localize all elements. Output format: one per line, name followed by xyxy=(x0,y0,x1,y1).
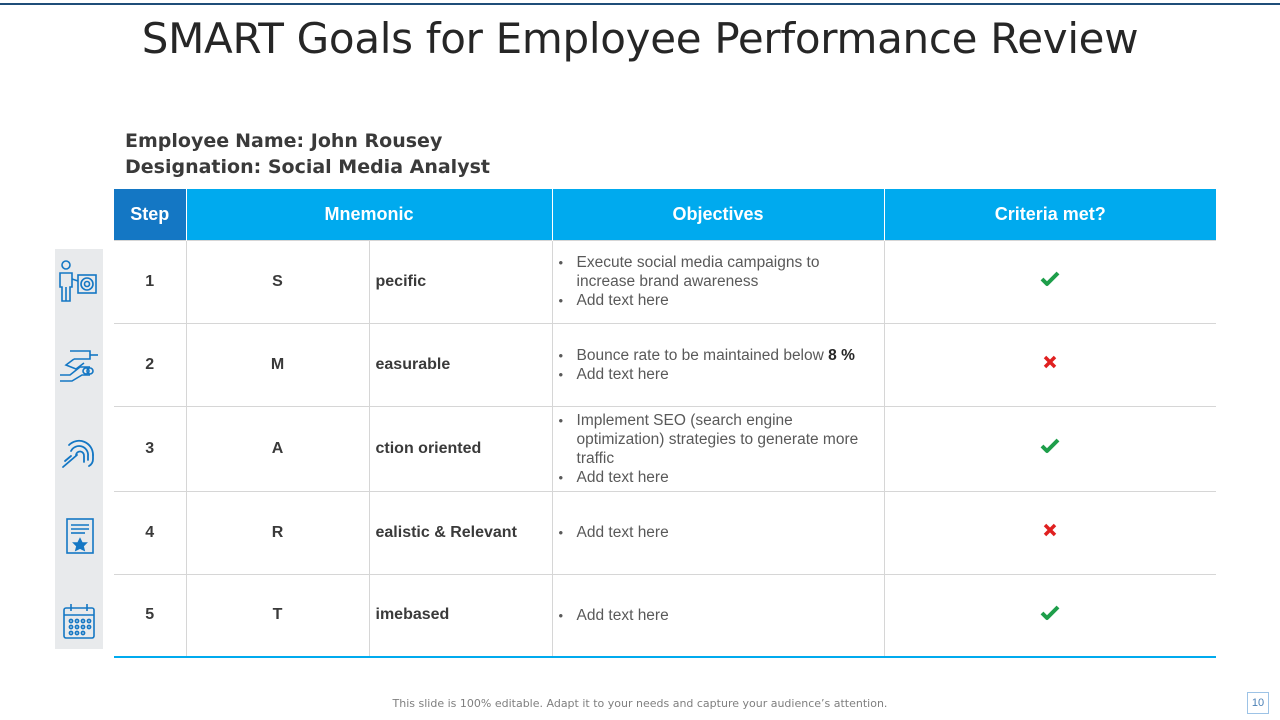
table-row: 3 A ction oriented Implement SEO (search… xyxy=(114,405,1217,492)
mnemonic-word: easurable xyxy=(368,322,553,407)
slide-title: SMART Goals for Employee Performance Rev… xyxy=(141,14,1139,63)
mnemonic-letter: A xyxy=(185,405,370,492)
table-row: 2 M easurable Bounce rate to be maintain… xyxy=(114,322,1217,407)
objectives-cell: Add text here xyxy=(551,573,885,658)
top-rule xyxy=(0,3,1280,5)
page-number: 10 xyxy=(1247,692,1269,714)
mnemonic-letter: T xyxy=(185,573,370,658)
designation-label: Designation: xyxy=(125,156,262,178)
calendar-icon xyxy=(55,601,103,643)
check-icon xyxy=(1040,605,1060,620)
header-step: Step xyxy=(114,189,187,240)
objectives-cell: Add text here xyxy=(551,490,885,575)
employee-name-line: Employee Name: John Rousey xyxy=(125,128,490,154)
icon-strip xyxy=(55,249,103,649)
employee-name-value: John Rousey xyxy=(310,130,443,152)
header-objectives: Objectives xyxy=(552,189,885,240)
footer-note: This slide is 100% editable. Adapt it to… xyxy=(392,697,888,710)
table-header-row: Step Mnemonic Objectives Criteria met? xyxy=(114,189,1217,240)
certificate-star-icon xyxy=(55,515,103,559)
cross-icon xyxy=(1044,355,1057,369)
designation-value: Social Media Analyst xyxy=(267,156,490,178)
table-row: 4 R ealistic & Relevant Add text here xyxy=(114,490,1217,575)
objective-item: Add text here xyxy=(559,606,874,625)
mnemonic-letter: M xyxy=(185,322,370,407)
mnemonic-word: imebased xyxy=(368,573,553,658)
step-number: 2 xyxy=(114,322,187,407)
objectives-cell: Bounce rate to be maintained below 8 % A… xyxy=(551,322,885,407)
objective-item: Add text here xyxy=(559,468,874,487)
mnemonic-letter: S xyxy=(185,239,370,324)
step-number: 5 xyxy=(114,573,187,658)
employee-name-label-2: Name: xyxy=(235,130,305,152)
objective-highlight: 8 % xyxy=(828,346,855,364)
criteria-cell xyxy=(883,405,1217,492)
smart-goals-table: Step Mnemonic Objectives Criteria met? 1… xyxy=(114,189,1217,658)
designation-line: Designation: Social Media Analyst xyxy=(125,154,490,180)
mnemonic-word: ealistic & Relevant xyxy=(368,490,553,575)
step-number: 1 xyxy=(114,239,187,324)
table-row: 1 S pecific Execute social media campaig… xyxy=(114,239,1217,324)
fingerprint-icon xyxy=(55,431,103,475)
header-criteria-met: Criteria met? xyxy=(884,189,1217,240)
cross-icon xyxy=(1044,523,1057,537)
employee-info: Employee Name: John Rousey Designation: S… xyxy=(125,128,490,180)
mnemonic-word: ction oriented xyxy=(368,405,553,492)
objective-text: Bounce rate to be maintained below xyxy=(576,346,829,364)
check-icon xyxy=(1040,438,1060,453)
header-mnemonic: Mnemonic xyxy=(186,189,553,240)
objective-item: Execute social media campaigns to increa… xyxy=(559,253,874,291)
objectives-cell: Execute social media campaigns to increa… xyxy=(551,239,885,324)
employee-name-label: Employee xyxy=(125,130,230,152)
criteria-cell xyxy=(883,239,1217,324)
objective-item: Add text here xyxy=(559,291,874,310)
criteria-cell xyxy=(883,573,1217,658)
criteria-cell xyxy=(883,490,1217,575)
mnemonic-word: pecific xyxy=(368,239,553,324)
check-icon xyxy=(1040,271,1060,286)
handshake-icon xyxy=(55,345,103,389)
step-number: 3 xyxy=(114,405,187,492)
objective-item: Add text here xyxy=(559,523,874,542)
objective-item: Add text here xyxy=(559,365,874,384)
table-row: 5 T imebased Add text here xyxy=(114,573,1217,658)
objectives-cell: Implement SEO (search engine optimizatio… xyxy=(551,405,885,492)
objective-item: Bounce rate to be maintained below 8 % xyxy=(559,346,874,365)
objective-item: Implement SEO (search engine optimizatio… xyxy=(559,411,874,468)
mnemonic-letter: R xyxy=(185,490,370,575)
businessman-target-icon xyxy=(55,259,103,303)
criteria-cell xyxy=(883,322,1217,407)
step-number: 4 xyxy=(114,490,187,575)
